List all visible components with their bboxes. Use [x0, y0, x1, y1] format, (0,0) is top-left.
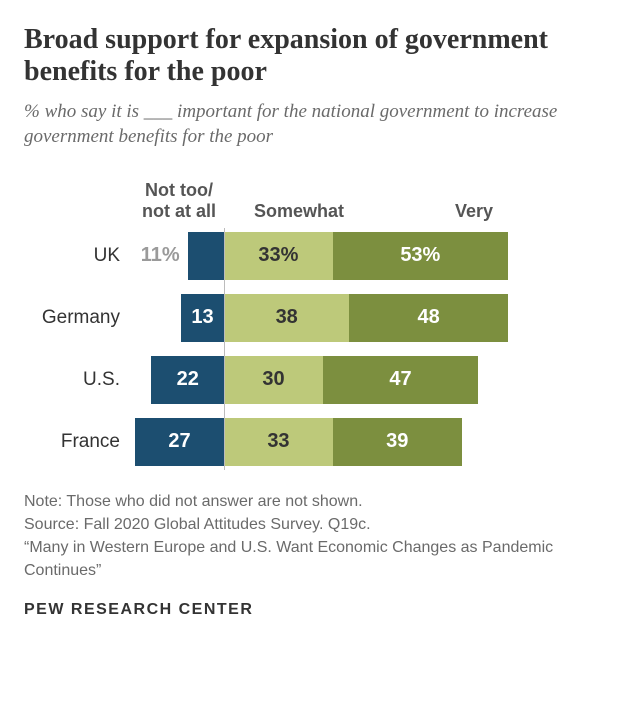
table-row: France273339	[24, 418, 596, 466]
chart-rows: UK11%33%53%Germany133848U.S.223047France…	[24, 232, 596, 466]
bar-very: 47	[323, 356, 478, 404]
bar-somewhat: 33	[224, 418, 333, 466]
chart-subtitle: % who say it is ___ important for the na…	[24, 100, 596, 149]
table-row: UK11%33%53%	[24, 232, 596, 280]
bar-very: 53%	[333, 232, 508, 280]
header-neg: Not too/ not at all	[134, 180, 224, 221]
bar-somewhat: 38	[224, 294, 349, 342]
bar-not-too: 27	[135, 418, 224, 466]
bar-very: 39	[333, 418, 462, 466]
bar-value: 11%	[141, 244, 188, 267]
row-label: U.S.	[24, 369, 134, 391]
header-somewhat: Somewhat	[224, 201, 374, 222]
chart-note: Note: Those who did not answer are not s…	[24, 490, 596, 583]
bar-somewhat: 30	[224, 356, 323, 404]
bar-not-too: 11%	[188, 232, 224, 280]
column-headers: Not too/ not at all Somewhat Very	[24, 174, 596, 222]
row-label: France	[24, 431, 134, 453]
row-label: Germany	[24, 307, 134, 329]
bar-somewhat: 33%	[224, 232, 333, 280]
table-row: Germany 133848	[24, 294, 596, 342]
footer-attribution: PEW RESEARCH CENTER	[24, 601, 596, 619]
bar-not-too: 13	[181, 294, 224, 342]
bar-very: 48	[349, 294, 507, 342]
row-label: UK	[24, 245, 134, 267]
bar-not-too: 22	[151, 356, 224, 404]
header-very: Very	[374, 201, 574, 222]
axis-line	[224, 228, 225, 470]
chart-title: Broad support for expansion of governmen…	[24, 24, 596, 88]
table-row: U.S. 223047	[24, 356, 596, 404]
chart: Not too/ not at all Somewhat Very UK11%3…	[24, 174, 596, 466]
